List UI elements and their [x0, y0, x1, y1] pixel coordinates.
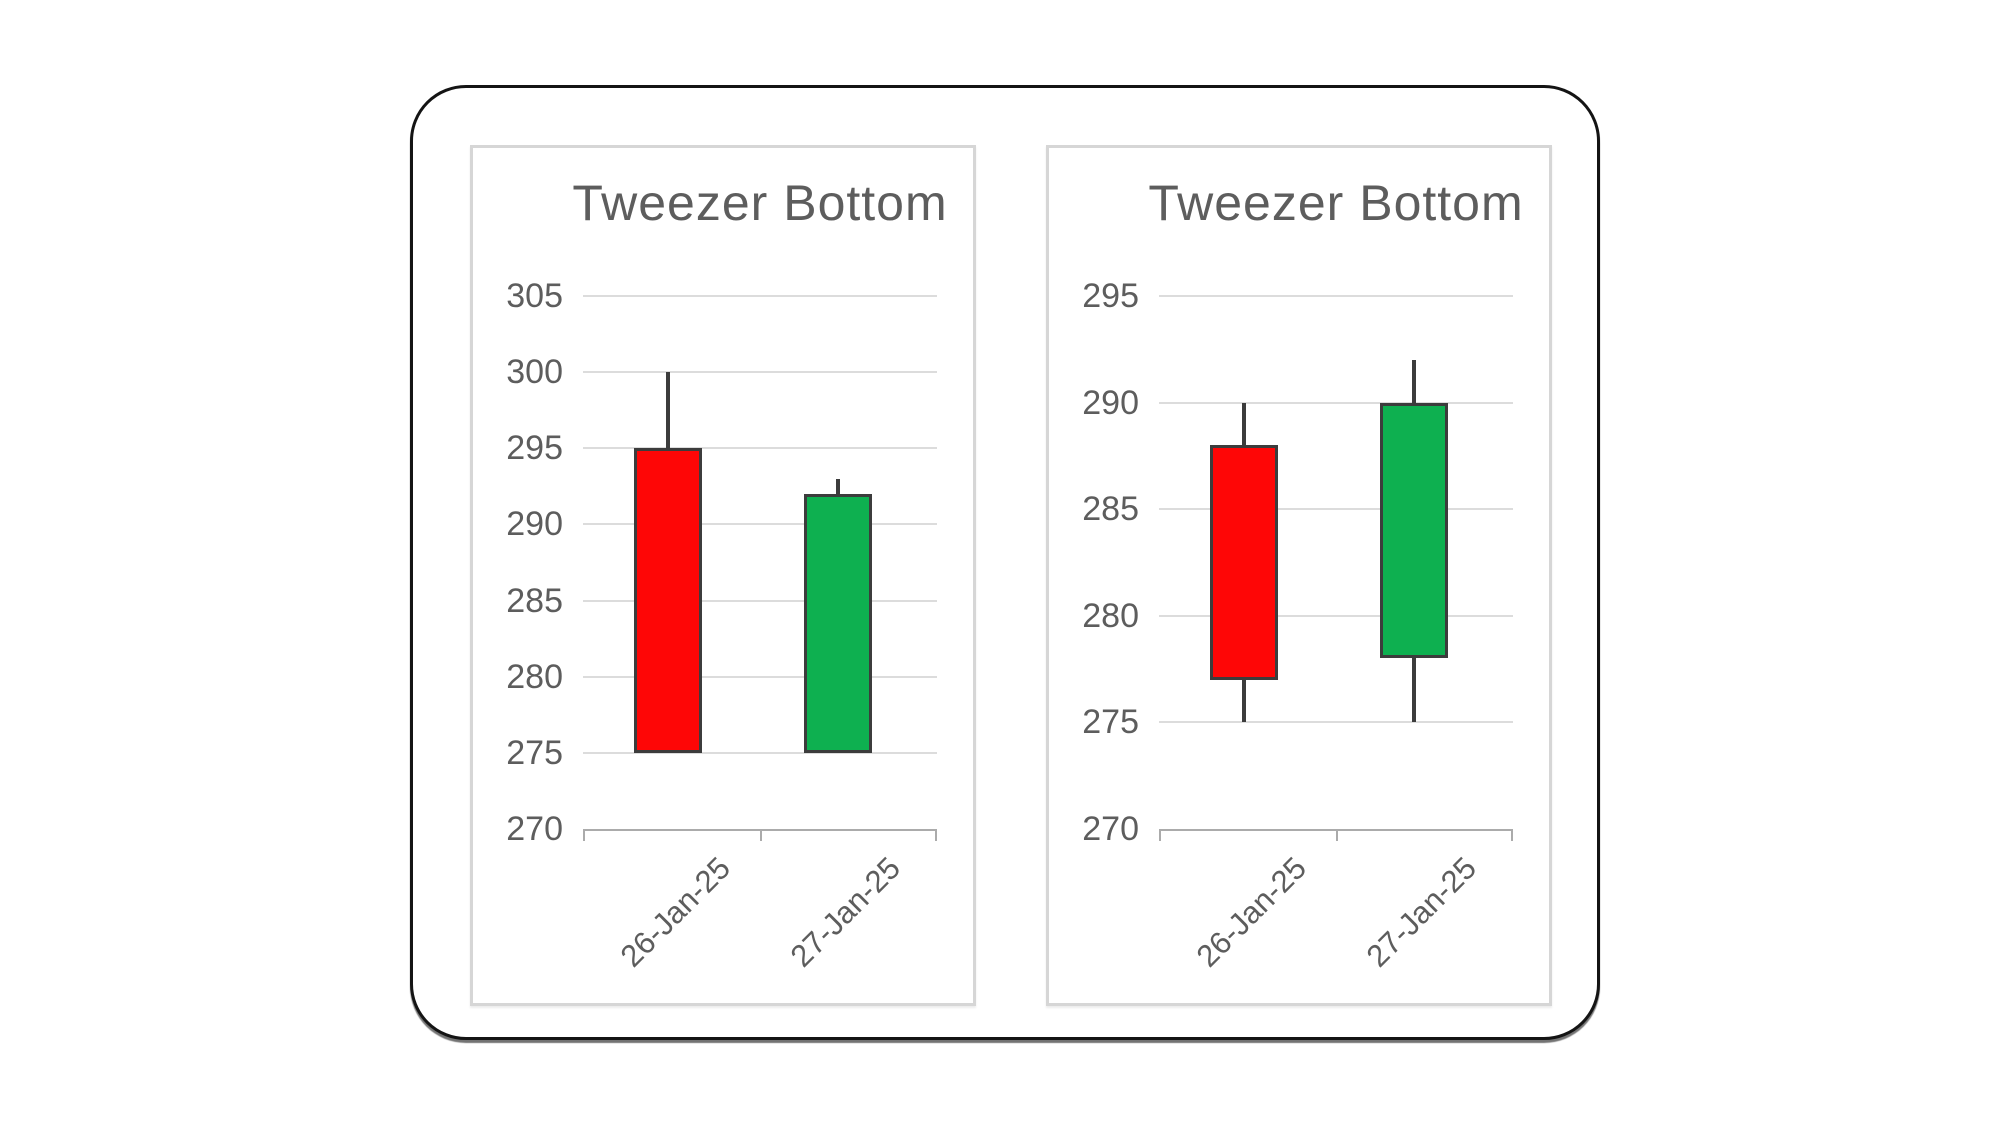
y-axis-label: 270	[506, 810, 563, 848]
gridline-305	[583, 295, 937, 297]
candle-body-bullish	[803, 493, 872, 753]
candle-body-bearish	[633, 448, 702, 753]
candlestick-plot: 305 300 295 290 285 280 275 270 26-Jan-25 27-Jan-…	[473, 148, 973, 1003]
y-axis-label: 305	[506, 277, 563, 315]
candle-body-bullish	[1379, 402, 1448, 659]
x-axis-label: 27-Jan-25	[1359, 850, 1483, 974]
x-axis-label: 26-Jan-25	[613, 850, 737, 974]
candle-upper-wick	[835, 478, 840, 494]
y-axis-label: 275	[506, 733, 563, 772]
chart-title: Tweezer Bottom	[1148, 175, 1524, 231]
y-axis-label: 290	[506, 505, 563, 544]
gridline-280	[1159, 614, 1513, 617]
candlestick-plot: 295 290 285 280 275 270 26-Jan-25 27-Jan-25	[1049, 148, 1549, 1003]
x-axis-tick-2	[1511, 829, 1513, 841]
x-axis-tick-0	[1159, 829, 1161, 841]
gridline-295	[1159, 295, 1513, 297]
gridline-285	[583, 599, 937, 602]
x-axis-tick-2	[935, 829, 937, 841]
gridline-295	[583, 447, 937, 450]
x-axis-label: 27-Jan-25	[783, 850, 907, 974]
y-axis-label: 285	[1082, 490, 1139, 529]
gridline-300	[583, 371, 937, 374]
gridline-275	[1159, 721, 1513, 724]
candle-body-bearish	[1209, 445, 1278, 680]
candle-lower-wick	[1411, 658, 1416, 723]
gridline-290	[1159, 401, 1513, 404]
x-axis-tick-1	[1336, 829, 1338, 841]
x-axis-tick-0	[583, 829, 585, 841]
x-axis-label: 26-Jan-25	[1189, 850, 1313, 974]
y-axis-label: 280	[506, 657, 563, 696]
x-axis-tick-1	[760, 829, 762, 841]
candle-lower-wick	[1241, 679, 1246, 723]
y-axis-label: 280	[1082, 596, 1139, 635]
y-axis-label: 295	[1082, 277, 1139, 315]
candle-upper-wick	[1411, 359, 1416, 403]
candle-upper-wick	[665, 372, 670, 449]
gridline-275	[583, 751, 937, 754]
chart-panel-right: Tweezer Bottom 295 290 285 280 275 270 26-Jan-…	[1046, 145, 1552, 1006]
gridline-280	[583, 675, 937, 678]
candle-upper-wick	[1241, 402, 1246, 446]
chart-title: Tweezer Bottom	[572, 175, 948, 231]
gridline-285	[1159, 508, 1513, 511]
gridline-290	[583, 523, 937, 526]
y-axis-label: 275	[1082, 703, 1139, 742]
y-axis-label: 300	[506, 353, 563, 392]
y-axis-label: 285	[506, 581, 563, 620]
y-axis-label: 270	[1082, 810, 1139, 848]
candlestick-pattern-card: Tweezer Bottom 305 300 295 290 285 280 275 270 2…	[410, 85, 1600, 1040]
y-axis-label: 290	[1082, 383, 1139, 422]
chart-panel-left: Tweezer Bottom 305 300 295 290 285 280 275 270 2…	[470, 145, 976, 1006]
y-axis-label: 295	[506, 429, 563, 468]
